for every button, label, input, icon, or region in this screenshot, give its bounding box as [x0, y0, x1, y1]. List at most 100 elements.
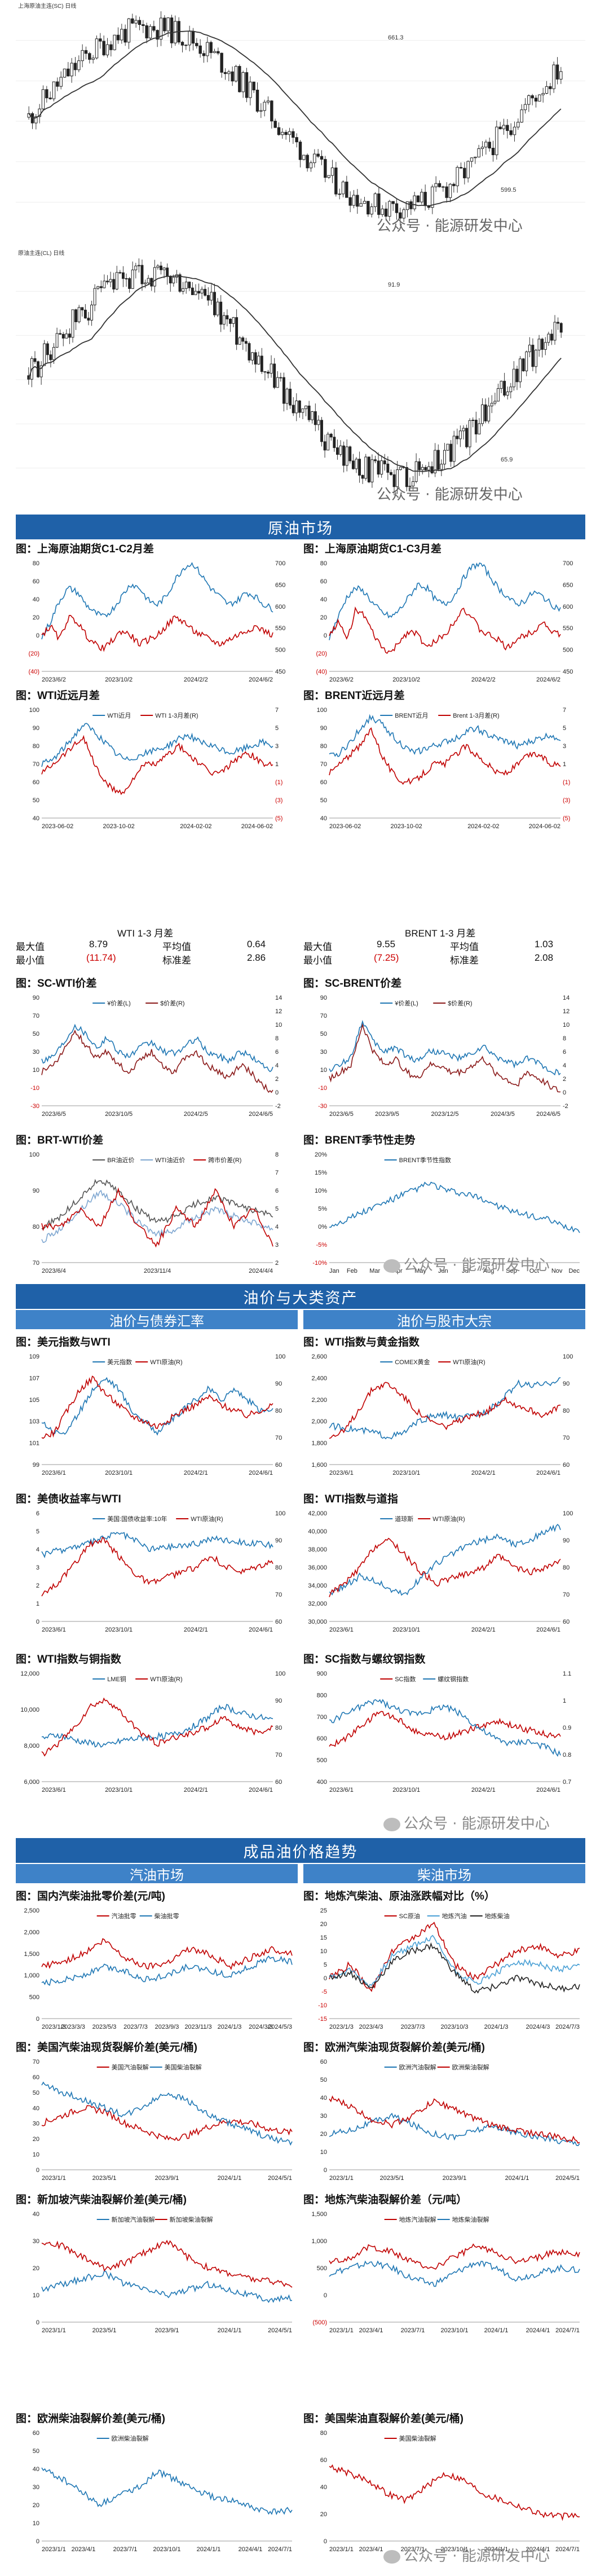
- candle-body: [148, 26, 152, 38]
- legend-label: 地炼汽油: [442, 1912, 467, 1920]
- x-tick-label: 2023/6/1: [42, 1470, 66, 1476]
- candle-body: [71, 309, 74, 338]
- candle-body: [463, 168, 466, 178]
- y-tick-label: -30: [318, 1103, 327, 1110]
- candle-body: [298, 400, 301, 413]
- candle-body: [206, 295, 210, 301]
- y2-tick-label: 7: [275, 1170, 279, 1176]
- y2-tick-label: 0.8: [563, 1752, 571, 1759]
- series-line: [41, 1377, 273, 1436]
- series-line: [41, 1536, 273, 1597]
- candle-body: [513, 126, 516, 135]
- y-tick-label: 60: [33, 779, 39, 786]
- legend-label: 汽油批零: [112, 1912, 136, 1920]
- x-tick-label: 2023/10/1: [441, 2546, 469, 2553]
- x-tick-label: 2024/1/1: [484, 2546, 509, 2553]
- chart-panel-wti-dow: 图：WTI指数与道指 42,000 40,000 38,000 36,000 34,000…: [303, 1491, 585, 1637]
- series-line: [41, 2467, 293, 2516]
- chart-svg: 1,500 1,000 500 0 (500)2023/1/1 2023/4/1 2023/…: [311, 2211, 580, 2334]
- candle-body: [137, 265, 140, 266]
- candle-body: [270, 100, 273, 122]
- y2-tick-label: 550: [563, 625, 573, 632]
- candle-body: [279, 377, 282, 379]
- chart-panel-sc-c1c3: 图：上海原油期货C1-C3月差 80 60 40 20 0 (20) (40) 700 650 60…: [303, 540, 585, 687]
- series-line: [329, 2243, 580, 2270]
- candle-body: [172, 276, 175, 284]
- x-tick-label: Dec: [568, 1268, 580, 1274]
- x-tick-label: 2023/5/3: [92, 2024, 117, 2030]
- chart-svg: 900 800 700 600 500 400 1.1 1 0.9 0.8 0.7 2023/6/1 2…: [317, 1671, 572, 1793]
- y-tick-label: 30: [33, 1049, 39, 1056]
- series-line: [329, 1935, 580, 1988]
- x-tick-label: 2024/2/1: [184, 1627, 208, 1633]
- candle-body: [251, 352, 254, 361]
- y2-tick-label: 600: [275, 604, 285, 610]
- y-tick-label: 100: [317, 707, 327, 714]
- candle-body: [277, 127, 281, 135]
- chart-panel-brt-wti: 图：BRT-WTI价差 100 90 80 70 8 7 6 5 4 3 2 2023/6/4 2023/…: [16, 1132, 298, 1278]
- y-tick-label: 80: [33, 1224, 39, 1230]
- candle-body: [307, 405, 311, 420]
- candle-body: [509, 386, 513, 393]
- y2-tick-label: 3: [563, 743, 566, 750]
- y-tick-label: -10: [318, 1085, 327, 1092]
- candle-body: [481, 404, 484, 424]
- candle-body: [522, 358, 525, 371]
- y-tick-label: 6: [36, 1510, 39, 1517]
- candle-body: [63, 68, 67, 78]
- y2-tick-label: -2: [275, 1103, 281, 1110]
- candle-body: [301, 408, 304, 413]
- y-tick-label: 105: [29, 1397, 39, 1404]
- candle-body: [235, 317, 239, 345]
- x-tick-label: 2023/7/1: [401, 2546, 425, 2553]
- chart-svg: 42,000 40,000 38,000 36,000 34,000 32,000 30,0…: [308, 1510, 573, 1633]
- chart-panel-cn-crack: 图：国内汽柴油批零价差(元/吨) 2,500 2,000 1,500 1,000 500 0…: [16, 1888, 298, 2034]
- stats-std-label: 标准差: [450, 955, 479, 966]
- candle-body: [238, 337, 241, 345]
- candle-body: [480, 147, 484, 149]
- y2-tick-label: 2: [275, 1260, 279, 1267]
- y-tick-label: 80: [320, 743, 327, 750]
- series-line: [41, 1187, 273, 1248]
- wechat-icon: [383, 2549, 400, 2564]
- x-tick-label: 2023/9/1: [443, 2175, 467, 2182]
- legend-label: COMEX黄金: [395, 1358, 430, 1366]
- stats-min-label: 最小值: [16, 955, 45, 966]
- candle-body: [217, 51, 220, 54]
- candle-body: [361, 474, 364, 479]
- candle-body: [34, 116, 38, 124]
- chart-panel-sc-wti: 图：SC-WTI价差 90 70 50 30 10 -10 -30 14 12 10 8 6 4 2 0 -2 2…: [16, 975, 298, 1122]
- x-tick-label: 2023/10/2: [392, 676, 420, 683]
- stats-max-value: 9.55: [377, 939, 396, 949]
- y2-tick-label: 7: [275, 707, 279, 714]
- candle-body: [491, 148, 495, 155]
- x-tick-label: 2023/4/1: [72, 2546, 96, 2553]
- y-tick-label: 90: [33, 1188, 39, 1194]
- x-tick-label: 2023/6/2: [329, 676, 354, 683]
- candle-body: [43, 343, 46, 366]
- candle-body: [520, 109, 523, 123]
- candle-body: [77, 307, 81, 322]
- y2-tick-label: 60: [563, 1619, 569, 1625]
- x-tick-label: 2024/4/1: [526, 2327, 550, 2334]
- y-tick-label: 0: [324, 2292, 327, 2299]
- candle-body: [380, 460, 383, 475]
- legend-label: 美元指数: [107, 1358, 132, 1366]
- legend-label: BR油近价: [107, 1156, 134, 1164]
- series-line: [329, 1023, 561, 1093]
- candle-body: [341, 181, 345, 195]
- y2-tick-label: 100: [563, 1353, 573, 1360]
- chart-svg: 90 70 50 30 10 -10 -30 14 12 10 8 6 4 2 0 -2 2023/6/5 202…: [30, 995, 282, 1118]
- candle-body: [405, 467, 408, 487]
- candle-body: [209, 42, 213, 53]
- x-tick-label: 2024/5/3: [268, 2024, 292, 2030]
- candlestick-chart-cl: 原油主连(CL) 日线 91.9 65.9 公众号 · 能源研发中心: [16, 247, 585, 512]
- candle-body: [281, 131, 284, 135]
- legend-label: WTI原油(R): [453, 1358, 485, 1366]
- candle-body: [39, 365, 43, 377]
- candle-body: [345, 181, 348, 198]
- candle-body: [84, 50, 88, 54]
- y-tick-label: 60: [320, 779, 327, 786]
- y-tick-label: 80: [33, 560, 39, 567]
